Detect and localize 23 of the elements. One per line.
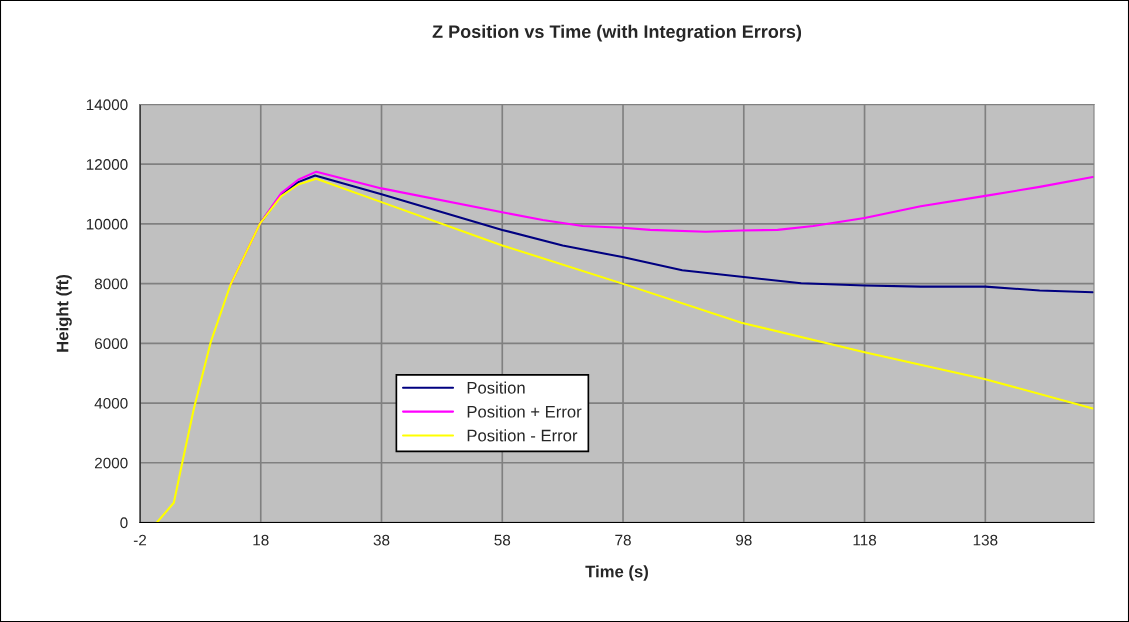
x-tick-label: 98 [736, 534, 752, 546]
legend-label: Position + Error [467, 405, 582, 418]
y-tick-label: 10000 [86, 218, 128, 230]
legend-label: Position [467, 381, 525, 394]
x-tick-label: 18 [253, 534, 269, 546]
y-tick-label: 14000 [86, 99, 128, 111]
y-tick-label: 8000 [94, 278, 128, 290]
x-axis-title: Time (s) [585, 565, 648, 581]
legend-label: Position - Error [467, 429, 578, 442]
line-series [155, 177, 1094, 523]
y-tick-label: 12000 [86, 159, 128, 170]
x-tick-label: 38 [373, 534, 390, 546]
x-tick-label: 58 [494, 534, 511, 546]
y-tick-label: 6000 [94, 338, 128, 350]
x-tick-label: -2 [133, 534, 147, 546]
y-tick-label: 0 [120, 517, 128, 529]
x-tick-label: 138 [973, 534, 998, 546]
y-tick-label: 4000 [94, 397, 128, 409]
x-tick-label: 118 [853, 534, 877, 546]
y-axis-title: Height (ft) [56, 274, 72, 352]
x-tick-label: 78 [615, 534, 631, 546]
y-tick-label: 2000 [94, 457, 128, 469]
chart-title: Z Position vs Time (with Integration Errors) [432, 24, 802, 42]
